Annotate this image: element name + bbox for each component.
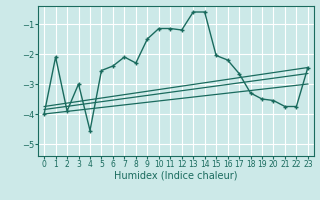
X-axis label: Humidex (Indice chaleur): Humidex (Indice chaleur) bbox=[114, 171, 238, 181]
